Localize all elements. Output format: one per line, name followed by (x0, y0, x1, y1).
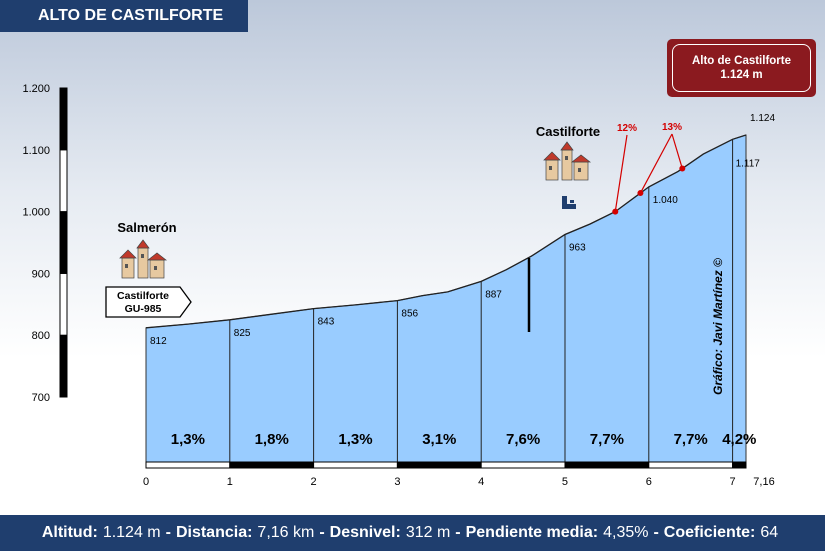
profile-area (145, 134, 747, 463)
x-axis-band (396, 461, 482, 469)
y-tick-label: 1.100 (22, 145, 50, 157)
altitude-label: 1.040 (653, 195, 678, 206)
x-axis-band (732, 461, 747, 469)
x-tick-label: 7,16 (753, 476, 774, 488)
y-axis-band (59, 272, 68, 336)
altitude-labels: 812 825 843 856 887 963 1.040 1.117 1.124 (150, 113, 775, 347)
y-axis-band (59, 149, 68, 213)
segment-grade: 3,1% (422, 431, 456, 448)
y-axis-band (59, 211, 68, 274)
altitude-label: 856 (401, 309, 418, 320)
ramp-pointer (639, 133, 673, 194)
altitude-label: 843 (318, 317, 335, 328)
route-title: ALTO DE CASTILFORTE (0, 0, 248, 32)
segment-grade: 1,3% (171, 431, 205, 448)
segment-grade: 1,8% (255, 431, 289, 448)
altitude-label: 1.117 (736, 158, 761, 169)
gain-label: Desnivel: (329, 524, 401, 541)
grade-label: Pendiente media: (465, 524, 599, 541)
y-tick-label: 1.200 (22, 83, 50, 95)
y-tick-label: 800 (32, 330, 50, 342)
road-sign-road-number: GU-985 (125, 303, 162, 315)
summit-badge: Alto de Castilforte 1.124 m (667, 39, 816, 97)
separator: - (319, 524, 325, 541)
x-axis-band (564, 461, 650, 469)
y-axis-band (59, 87, 68, 151)
profile-line (145, 134, 747, 329)
x-axis: 0 1 2 3 4 5 6 7 7,16 (143, 461, 775, 488)
profile-fill (145, 134, 747, 463)
altitude-label: 887 (485, 289, 502, 300)
x-tick-label: 4 (478, 476, 484, 488)
altitude-label: 963 (569, 242, 586, 253)
y-tick-label: 700 (32, 392, 50, 404)
segment-grade: 7,6% (506, 431, 540, 448)
x-tick-label: 6 (646, 476, 652, 488)
distance-value: 7,16 km (257, 524, 315, 541)
x-tick-label: 0 (143, 476, 149, 488)
altitude-label: 812 (150, 336, 167, 347)
segment-grade: 1,3% (338, 431, 372, 448)
segment-grade: 7,7% (590, 431, 624, 448)
stats-footer: Altitud: 1.124 m - Distancia: 7,16 km - … (0, 515, 825, 551)
ramp-pointer (671, 133, 683, 169)
x-axis-band (229, 461, 315, 469)
y-axis: 700 800 900 1.000 1.100 1.200 (22, 83, 68, 404)
ramp-label: 13% (662, 122, 682, 133)
ramp-label: 12% (617, 123, 637, 134)
coefficient-label: Coeficiente: (663, 524, 756, 541)
ramp-markers: 12% 13% (612, 122, 686, 215)
fountain-icon (562, 196, 576, 209)
x-axis-band (480, 461, 566, 469)
village-icon (119, 239, 168, 279)
x-tick-label: 7 (730, 476, 736, 488)
x-tick-label: 2 (311, 476, 317, 488)
y-tick-label: 900 (32, 268, 50, 280)
gain-value: 312 m (405, 524, 451, 541)
ramp-point (679, 165, 686, 172)
separator: - (653, 524, 659, 541)
x-axis-band (648, 461, 734, 469)
altitude-label: 825 (234, 328, 251, 339)
y-tick-label: 1.000 (22, 207, 50, 219)
segment-grade: 4,2% (722, 431, 756, 448)
x-tick-label: 1 (227, 476, 233, 488)
segment-grade: 7,7% (674, 431, 708, 448)
x-tick-label: 3 (394, 476, 400, 488)
elevation-profile-chart: 700 800 900 1.000 1.100 1.200 812 825 843 856 887… (22, 83, 775, 488)
y-axis-band (59, 334, 68, 398)
summit-name: Alto de Castilforte (691, 55, 792, 67)
segment-grade-labels: 1,3% 1,8% 1,3% 3,1% 7,6% 7,7% 7,7% 4,2% (171, 431, 757, 448)
grade-value: 4,35% (603, 524, 649, 541)
ramp-point (637, 190, 644, 197)
x-axis-band (313, 461, 398, 469)
road-sign-destination: Castilforte (117, 290, 169, 302)
coefficient-value: 64 (760, 524, 779, 541)
altitude-label: 1.124 (750, 113, 775, 124)
author-watermark: Gráfico: Javi Martínez © (711, 258, 725, 395)
x-tick-label: 5 (562, 476, 568, 488)
road-sign: Castilforte GU-985 (105, 286, 192, 318)
separator: - (165, 524, 171, 541)
distance-label: Distancia: (175, 524, 253, 541)
ramp-pointer (614, 134, 628, 212)
altitude-label: Altitud: (41, 524, 98, 541)
village-icon (543, 141, 592, 181)
x-axis-band (145, 461, 231, 469)
summit-altitude: 1.124 m (720, 69, 763, 81)
separator: - (455, 524, 461, 541)
km-divider-lines (229, 139, 734, 462)
altitude-value: 1.124 m (102, 524, 161, 541)
ramp-point (612, 208, 619, 215)
village-castilforte-label: Castilforte (536, 124, 600, 139)
start-village-label: Salmerón (117, 220, 176, 235)
